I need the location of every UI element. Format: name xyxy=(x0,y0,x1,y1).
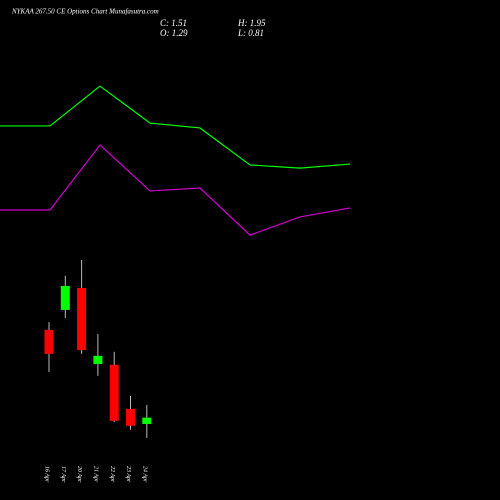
candle-body xyxy=(93,355,103,364)
x-tick-label: 21 Apr xyxy=(93,466,99,483)
indicator-line xyxy=(0,85,351,169)
x-tick-label: 24 Apr xyxy=(141,466,148,483)
x-tick-label: 17 Apr xyxy=(60,466,66,483)
x-tick-label: 22 Apr xyxy=(109,466,115,483)
x-tick-label: 23 Apr xyxy=(125,466,131,483)
candle-body xyxy=(44,329,54,354)
candle-body xyxy=(77,287,87,351)
ohlc-label: H: 1.95 xyxy=(237,18,266,28)
ohlc-label: C: 1.51 xyxy=(160,18,187,28)
candle-body xyxy=(109,364,119,421)
candle-body xyxy=(142,417,152,425)
x-tick-label: 20 Apr xyxy=(76,466,82,483)
chart-title: NYKAA 267.50 CE Options Chart Munafasutr… xyxy=(11,8,159,16)
indicator-line xyxy=(0,144,351,236)
ohlc-label: O: 1.29 xyxy=(160,28,188,38)
candle-body xyxy=(60,285,70,310)
candle-body xyxy=(126,409,135,426)
x-tick-label: 16 Apr xyxy=(44,466,50,483)
ohlc-label: L: 0.81 xyxy=(237,28,264,38)
